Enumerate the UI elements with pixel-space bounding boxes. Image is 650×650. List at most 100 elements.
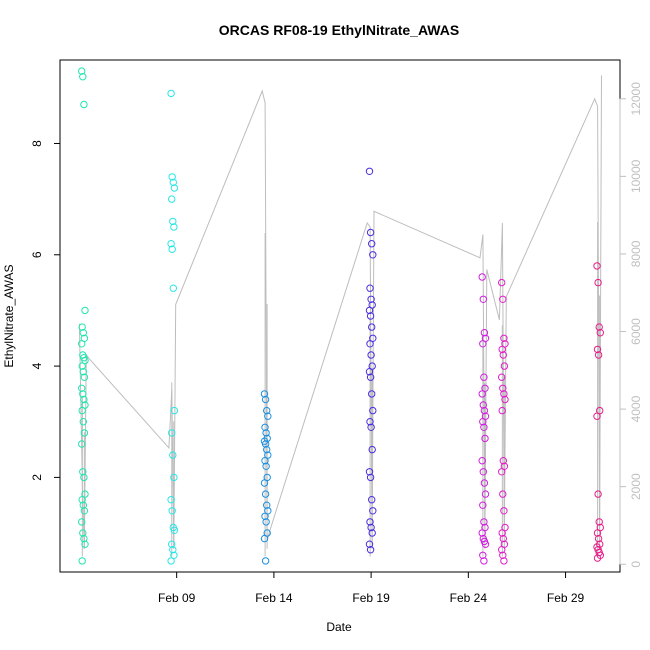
data-point [263, 406, 271, 415]
series-rf11 [365, 167, 377, 554]
series-rf12 [478, 273, 490, 565]
data-point [366, 373, 375, 381]
x-tick-label: Feb 09 [158, 591, 196, 605]
data-point [593, 262, 601, 270]
data-point [261, 395, 270, 404]
data-point [479, 401, 487, 409]
data-point [170, 223, 178, 231]
data-point [500, 557, 508, 565]
series-rf14 [593, 262, 604, 562]
data-point [260, 390, 269, 398]
data-point [263, 445, 271, 454]
data-point [499, 457, 507, 465]
data-point [167, 496, 175, 504]
data-point [168, 195, 176, 203]
data-point [80, 395, 88, 404]
data-point [78, 340, 86, 348]
data-point [78, 323, 86, 331]
data-point [498, 529, 506, 537]
data-point [366, 312, 375, 320]
data-point [479, 501, 487, 509]
data-point [79, 468, 87, 476]
data-point [263, 501, 271, 509]
data-point [78, 557, 86, 565]
x-tick-label: Feb 24 [450, 591, 488, 605]
data-point [368, 496, 376, 504]
x-axis: Feb 09 Feb 14 Feb 19 Feb 24 Feb 29 [158, 571, 585, 605]
data-point [264, 412, 272, 420]
data-point [594, 278, 602, 287]
data-point [261, 557, 270, 565]
data-point [168, 245, 176, 253]
data-point [170, 473, 178, 482]
y-tick-label: 2 [30, 474, 44, 481]
series-rf08 [78, 67, 89, 565]
data-point [369, 251, 377, 259]
y2-tick-label: 10000 [629, 159, 643, 193]
plot-area [59, 59, 621, 573]
y2-tick-label: 0 [629, 561, 643, 568]
data-point [78, 362, 86, 370]
data-point [481, 434, 489, 443]
data-point [499, 490, 507, 498]
y2-tick-label: 12000 [629, 82, 643, 116]
data-point [498, 546, 506, 554]
data-point [261, 457, 269, 465]
data-point [501, 395, 509, 404]
data-point [500, 362, 509, 370]
data-point [480, 406, 489, 415]
data-point [478, 273, 486, 281]
data-point [365, 540, 374, 548]
data-point [596, 329, 604, 337]
data-point [499, 534, 507, 543]
data-point [479, 468, 487, 476]
data-point [261, 423, 269, 431]
data-point [260, 479, 269, 487]
data-point [594, 490, 602, 498]
data-point [81, 306, 89, 315]
data-point [366, 418, 374, 426]
data-point [79, 529, 87, 537]
data-point [593, 554, 602, 562]
data-point [79, 329, 88, 337]
data-point [262, 429, 270, 437]
data-point [78, 518, 86, 526]
data-point [261, 490, 270, 498]
data-point [78, 384, 86, 392]
data-point [481, 490, 490, 498]
data-point [499, 295, 507, 303]
data-point [498, 468, 506, 476]
data-point [80, 100, 88, 109]
data-point [498, 373, 506, 381]
data-point [170, 184, 179, 192]
data-point [480, 423, 488, 431]
data-point [593, 345, 602, 354]
data-point [369, 507, 377, 515]
data-point [479, 340, 487, 348]
data-point [593, 529, 602, 537]
data-point [367, 523, 375, 532]
data-point [498, 345, 506, 354]
data-point [367, 351, 375, 359]
data-point [262, 462, 270, 470]
data-point [479, 295, 487, 303]
data-point [365, 306, 374, 315]
data-point [367, 423, 375, 431]
x-axis-label: Date [326, 620, 352, 634]
data-point [593, 412, 601, 420]
data-point [80, 534, 88, 543]
data-point [78, 406, 86, 415]
data-point [480, 479, 489, 487]
data-point [80, 507, 89, 515]
y-axis: 2 4 6 8 [30, 140, 61, 481]
data-point [500, 334, 508, 342]
y-axis-label: EthylNitrate_AWAS [2, 264, 16, 367]
data-point [368, 529, 376, 537]
data-point [481, 540, 490, 548]
series-rf10 [260, 390, 272, 565]
data-point [79, 390, 87, 398]
data-point [365, 167, 374, 176]
data-point [79, 368, 88, 376]
y-tick-label: 6 [30, 251, 44, 258]
